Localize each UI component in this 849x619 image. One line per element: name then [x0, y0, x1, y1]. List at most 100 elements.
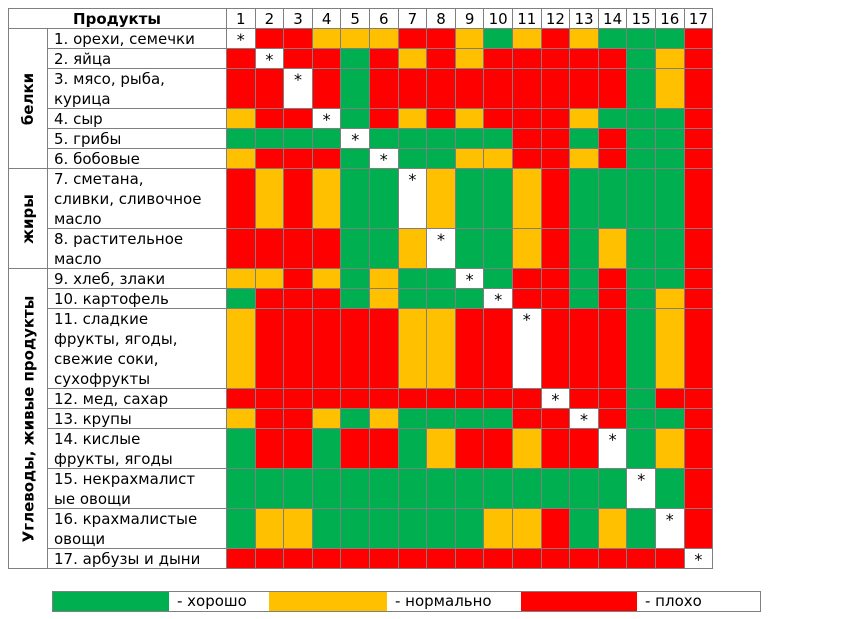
product-name: 4. сыр	[48, 109, 227, 129]
compat-cell	[541, 289, 571, 309]
compat-cell	[284, 129, 313, 149]
compat-cell	[255, 309, 285, 389]
compat-cell	[427, 129, 456, 149]
compat-cell	[513, 389, 542, 409]
compat-cell	[541, 69, 571, 109]
compat-cell	[627, 509, 656, 549]
compat-cell	[427, 469, 456, 509]
group-label-text: белки	[19, 72, 38, 125]
compat-cell	[656, 549, 685, 569]
diagonal-star: *	[684, 549, 714, 569]
compat-cell	[455, 109, 485, 129]
product-name: 13. крупы	[48, 409, 227, 429]
compat-cell	[598, 409, 628, 429]
compat-cell	[455, 49, 485, 69]
compat-cell	[341, 169, 370, 229]
compat-cell	[598, 509, 628, 549]
compat-cell	[627, 109, 656, 129]
compat-cell	[427, 509, 456, 549]
compat-cell	[427, 409, 456, 429]
compat-cell	[598, 69, 628, 109]
compat-cell	[570, 549, 599, 569]
compat-cell	[227, 389, 256, 409]
compat-cell	[370, 549, 399, 569]
compat-cell	[255, 229, 285, 269]
compat-cell	[598, 229, 628, 269]
column-header: 7	[398, 8, 428, 29]
compat-cell	[398, 69, 428, 109]
compat-cell	[255, 289, 285, 309]
diagonal-star: *	[284, 69, 313, 109]
compat-cell	[541, 269, 571, 289]
compat-cell	[627, 389, 656, 409]
compat-cell	[598, 169, 628, 229]
compat-cell	[513, 49, 542, 69]
compat-cell	[284, 109, 313, 129]
compat-cell	[255, 169, 285, 229]
compat-cell	[255, 389, 285, 409]
compat-cell	[427, 49, 456, 69]
compat-cell	[370, 169, 399, 229]
product-name: 1. орехи, семечки	[48, 29, 227, 49]
compat-cell	[513, 129, 542, 149]
compat-cell	[513, 509, 542, 549]
compat-cell	[398, 149, 428, 169]
diagonal-star: *	[255, 49, 285, 69]
compat-cell	[484, 49, 513, 69]
compat-cell	[284, 229, 313, 269]
compat-cell	[427, 549, 456, 569]
compat-cell	[227, 149, 256, 169]
compat-cell	[284, 149, 313, 169]
compat-cell	[370, 29, 399, 49]
compat-cell	[341, 389, 370, 409]
compat-cell	[227, 49, 256, 69]
compat-cell	[255, 469, 285, 509]
column-header: 4	[312, 8, 342, 29]
compat-cell	[398, 49, 428, 69]
compat-cell	[513, 269, 542, 289]
compat-cell	[370, 509, 399, 549]
compat-cell	[627, 309, 656, 389]
compat-cell	[541, 109, 571, 129]
compat-cell	[570, 69, 599, 109]
compat-cell	[370, 409, 399, 429]
compat-cell	[370, 389, 399, 409]
product-name: 2. яйца	[48, 49, 227, 69]
compat-cell	[513, 409, 542, 429]
compat-cell	[570, 269, 599, 289]
compat-cell	[541, 469, 571, 509]
compat-cell	[370, 229, 399, 269]
legend-label-bad: - плохо	[645, 592, 702, 610]
group-label-text: жиры	[19, 193, 37, 244]
compat-cell	[541, 309, 571, 389]
compat-cell	[484, 229, 513, 269]
product-name: 15. некрахмалист ые овощи	[48, 469, 227, 509]
compat-cell	[284, 549, 313, 569]
compat-cell	[427, 69, 456, 109]
product-name: 12. мед, сахар	[48, 389, 227, 409]
table-title: Продукты	[8, 8, 227, 29]
column-header: 8	[427, 8, 456, 29]
compat-cell	[627, 229, 656, 269]
diagonal-star: *	[513, 309, 542, 389]
compat-cell	[227, 429, 256, 469]
compat-cell	[513, 429, 542, 469]
compat-cell	[341, 469, 370, 509]
compat-cell	[684, 309, 714, 389]
compat-cell	[227, 309, 256, 389]
compat-cell	[541, 49, 571, 69]
compat-cell	[484, 389, 513, 409]
compat-cell	[312, 29, 342, 49]
compat-cell	[598, 149, 628, 169]
product-name: 8. растительное масло	[48, 229, 227, 269]
compat-cell	[684, 409, 714, 429]
compat-cell	[284, 429, 313, 469]
compat-cell	[455, 509, 485, 549]
compat-cell	[656, 229, 685, 269]
product-name: 11. сладкие фрукты, ягоды, свежие соки, …	[48, 309, 227, 389]
compat-cell	[398, 469, 428, 509]
compat-cell	[370, 69, 399, 109]
compat-cell	[598, 269, 628, 289]
product-name: 17. арбузы и дыни	[48, 549, 227, 569]
compat-cell	[284, 409, 313, 429]
